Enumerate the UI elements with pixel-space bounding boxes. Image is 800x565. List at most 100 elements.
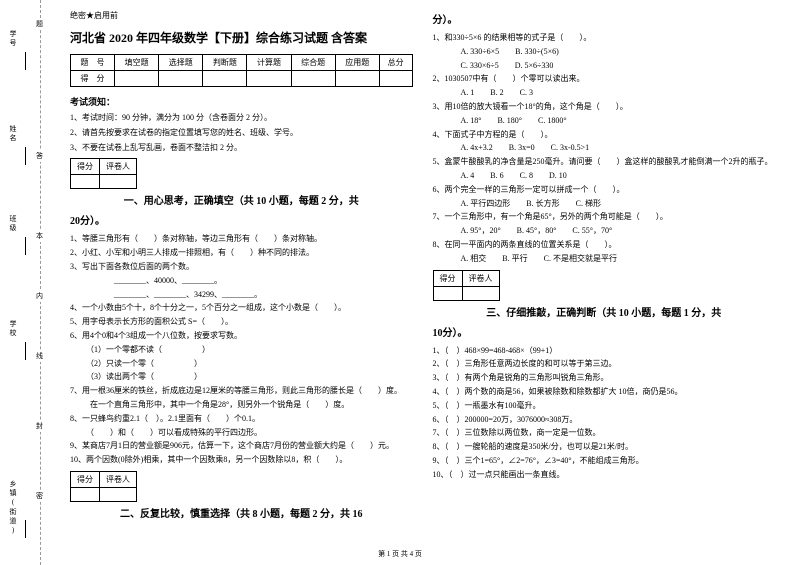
question: 1、（ ）468×99=468-468×（99+1） bbox=[433, 345, 776, 358]
cell: 综合题 bbox=[291, 55, 335, 71]
section-2-title: 二、反复比较，慎重选择（共 8 小题，每题 2 分，共 16 bbox=[70, 506, 413, 524]
section-1-title: 一、用心思考，正确填空（共 10 小题，每题 2 分，共 bbox=[70, 193, 413, 211]
question: 4、一个小数由5个十，8个十分之一，5个百分之一组成，这个小数是（ ）。 bbox=[70, 302, 413, 315]
cell: 计算题 bbox=[247, 55, 291, 71]
cell bbox=[379, 71, 412, 87]
question: 10、（ ）过一点只能画出一条直线。 bbox=[433, 469, 776, 482]
question: 7、（ ）三位数除以两位数，商一定是一位数。 bbox=[433, 427, 776, 440]
fold-char: 密 bbox=[36, 490, 43, 502]
notice-line: 1、考试时间：90 分钟，满分为 100 分（含卷面分 2 分）。 bbox=[70, 112, 413, 125]
notice-heading: 考试须知： bbox=[70, 95, 413, 108]
cell: 选择题 bbox=[159, 55, 203, 71]
fold-char: 本 bbox=[36, 230, 43, 242]
question: 5、盒蒙牛酸酸乳的净含量是250毫升。请问要（ ）盒这样的酸酸乳才能倒满一个2升… bbox=[433, 156, 776, 169]
question: 7、一个三角形中，有一个角是65°，另外的两个角可能是（ ）。 bbox=[433, 211, 776, 224]
fold-char: 答 bbox=[36, 150, 43, 162]
section-2-score: 分）。 bbox=[433, 12, 776, 30]
cell: 得分 bbox=[433, 270, 462, 286]
question-sub: ________、________、34299、________。 bbox=[70, 289, 413, 302]
gutter-label: 学号 bbox=[8, 30, 18, 48]
question: 6、用4个0和4个3组成一个八位数，按要求写数。 bbox=[70, 330, 413, 343]
cell bbox=[462, 286, 499, 300]
cell bbox=[203, 71, 247, 87]
question-sub: （ ）和（ ）可以看成特殊的平行四边形。 bbox=[70, 427, 413, 440]
right-column: 分）。 1、和330÷5×6 的结果相等的式子是（ ）。 A. 330÷6×5 … bbox=[423, 10, 786, 565]
question: 1、等腰三角形有（ ）条对称轴，等边三角形有（ ）条对称轴。 bbox=[70, 233, 413, 246]
fold-char: 线 bbox=[36, 350, 43, 362]
question: 9、（ ）三个1=65°，∠2=76°，∠3=40°，不能组成三角形。 bbox=[433, 455, 776, 468]
cell bbox=[433, 286, 462, 300]
cell: 填空题 bbox=[115, 55, 159, 71]
cell: 判断题 bbox=[203, 55, 247, 71]
notice-line: 2、请首先按要求在试卷的指定位置填写您的姓名、班级、学号。 bbox=[70, 127, 413, 140]
question: 7、用一根36厘米的铁丝，折成底边是12厘米的等腰三角形，则此三角形的腰长是（ … bbox=[70, 385, 413, 398]
gutter-rule bbox=[25, 52, 26, 70]
option: A. 相交 B. 平行 C. 不是相交就是平行 bbox=[433, 253, 776, 266]
question: 9、某商店7月1日的营业额是906元，估算一下，这个商店7月份的营业额大约是（ … bbox=[70, 440, 413, 453]
fold-char: 题 bbox=[36, 18, 43, 30]
question: 8、（ ）一艘轮船的速度是350米/分，也可以是21米/时。 bbox=[433, 441, 776, 454]
option: C. 330×6÷5 D. 5×6÷330 bbox=[433, 60, 776, 73]
cell: 评卷人 bbox=[462, 270, 499, 286]
gutter-label: 班级 bbox=[8, 215, 18, 233]
cell bbox=[71, 487, 100, 501]
option: A. 4x+3.2 B. 3x=0 C. 3x-0.5>1 bbox=[433, 142, 776, 155]
cell bbox=[71, 175, 100, 189]
cell bbox=[100, 175, 137, 189]
cell: 应用题 bbox=[335, 55, 379, 71]
option: A. 330÷6×5 B. 330÷(5×6) bbox=[433, 46, 776, 59]
cell bbox=[100, 487, 137, 501]
cell: 题 号 bbox=[71, 55, 115, 71]
left-column: 绝密★启用前 河北省 2020 年四年级数学【下册】综合练习试题 含答案 题 号… bbox=[60, 10, 423, 565]
cell bbox=[115, 71, 159, 87]
cell: 得分 bbox=[71, 159, 100, 175]
table-row: 得 分 bbox=[71, 71, 413, 87]
cell: 评卷人 bbox=[100, 471, 137, 487]
question: 2、（ ）三角形任意两边长度的和可以等于第三边。 bbox=[433, 358, 776, 371]
gutter-rule bbox=[25, 342, 26, 360]
question-sub: （3）读出两个零（ ） bbox=[70, 371, 413, 384]
question: 4、下面式子中方程的是（ ）。 bbox=[433, 129, 776, 142]
gutter-label: 学校 bbox=[8, 320, 18, 338]
gutter-rule bbox=[25, 237, 26, 255]
question: 2、1030507中有（ ）个零可以读出来。 bbox=[433, 73, 776, 86]
secret-label: 绝密★启用前 bbox=[70, 10, 413, 21]
page-footer: 第 1 页 共 4 页 bbox=[0, 549, 800, 559]
cell: 得分 bbox=[71, 471, 100, 487]
question: 6、两个完全一样的三角形一定可以拼成一个（ ）。 bbox=[433, 184, 776, 197]
option: A. 18° B. 180° C. 1800° bbox=[433, 115, 776, 128]
table-row: 题 号 填空题 选择题 判断题 计算题 综合题 应用题 总分 bbox=[71, 55, 413, 71]
question: 6、（ ）200000=20万，3076000≈308万。 bbox=[433, 414, 776, 427]
option: A. 平行四边形 B. 长方形 C. 梯形 bbox=[433, 198, 776, 211]
question: 3、写出下面各数位后面的两个数。 bbox=[70, 261, 413, 274]
question: 5、用字母表示长方形的面积公式 S=（ ）。 bbox=[70, 316, 413, 329]
option: A. 95°，20° B. 45°，80° C. 55°，70° bbox=[433, 225, 776, 238]
question: 8、在同一平面内的两条直线的位置关系是（ ）。 bbox=[433, 239, 776, 252]
cell bbox=[291, 71, 335, 87]
grader-table: 得分评卷人 bbox=[70, 471, 137, 502]
option: A. 4 B. 6 C. 8 D. 10 bbox=[433, 170, 776, 183]
grader-table: 得分评卷人 bbox=[433, 270, 500, 301]
cell bbox=[159, 71, 203, 87]
question-sub: （2）只读一个零（ ） bbox=[70, 358, 413, 371]
cell: 总分 bbox=[379, 55, 412, 71]
cell: 得 分 bbox=[71, 71, 115, 87]
fold-char: 封 bbox=[36, 420, 43, 432]
exam-title: 河北省 2020 年四年级数学【下册】综合练习试题 含答案 bbox=[70, 29, 413, 46]
question: 5、（ ）一瓶墨水有100毫升。 bbox=[433, 400, 776, 413]
question: 3、（ ）有两个角是锐角的三角形叫锐角三角形。 bbox=[433, 372, 776, 385]
cell: 评卷人 bbox=[100, 159, 137, 175]
question: 8、一只蜂鸟约重2.1（ ）。2.1里面有（ ）个0.1。 bbox=[70, 413, 413, 426]
gutter-rule bbox=[25, 147, 26, 165]
score-table: 题 号 填空题 选择题 判断题 计算题 综合题 应用题 总分 得 分 bbox=[70, 54, 413, 87]
cell bbox=[247, 71, 291, 87]
question: 4、（ ）两个数的商是56，如果被除数和除数都扩大 10倍，商仍是56。 bbox=[433, 386, 776, 399]
section-3-title: 三、仔细推敲，正确判断（共 10 小题，每题 1 分，共 bbox=[433, 305, 776, 323]
fold-line bbox=[40, 0, 41, 565]
question: 1、和330÷5×6 的结果相等的式子是（ ）。 bbox=[433, 32, 776, 45]
question-sub: ________、40000、________。 bbox=[70, 275, 413, 288]
fold-char: 内 bbox=[36, 290, 43, 302]
gutter-label: 姓名 bbox=[8, 125, 18, 143]
exam-content: 绝密★启用前 河北省 2020 年四年级数学【下册】综合练习试题 含答案 题 号… bbox=[55, 0, 800, 565]
question: 10、两个因数(0除外)相乘，其中一个因数乘8，另一个因数除以8，积（ ）。 bbox=[70, 454, 413, 467]
